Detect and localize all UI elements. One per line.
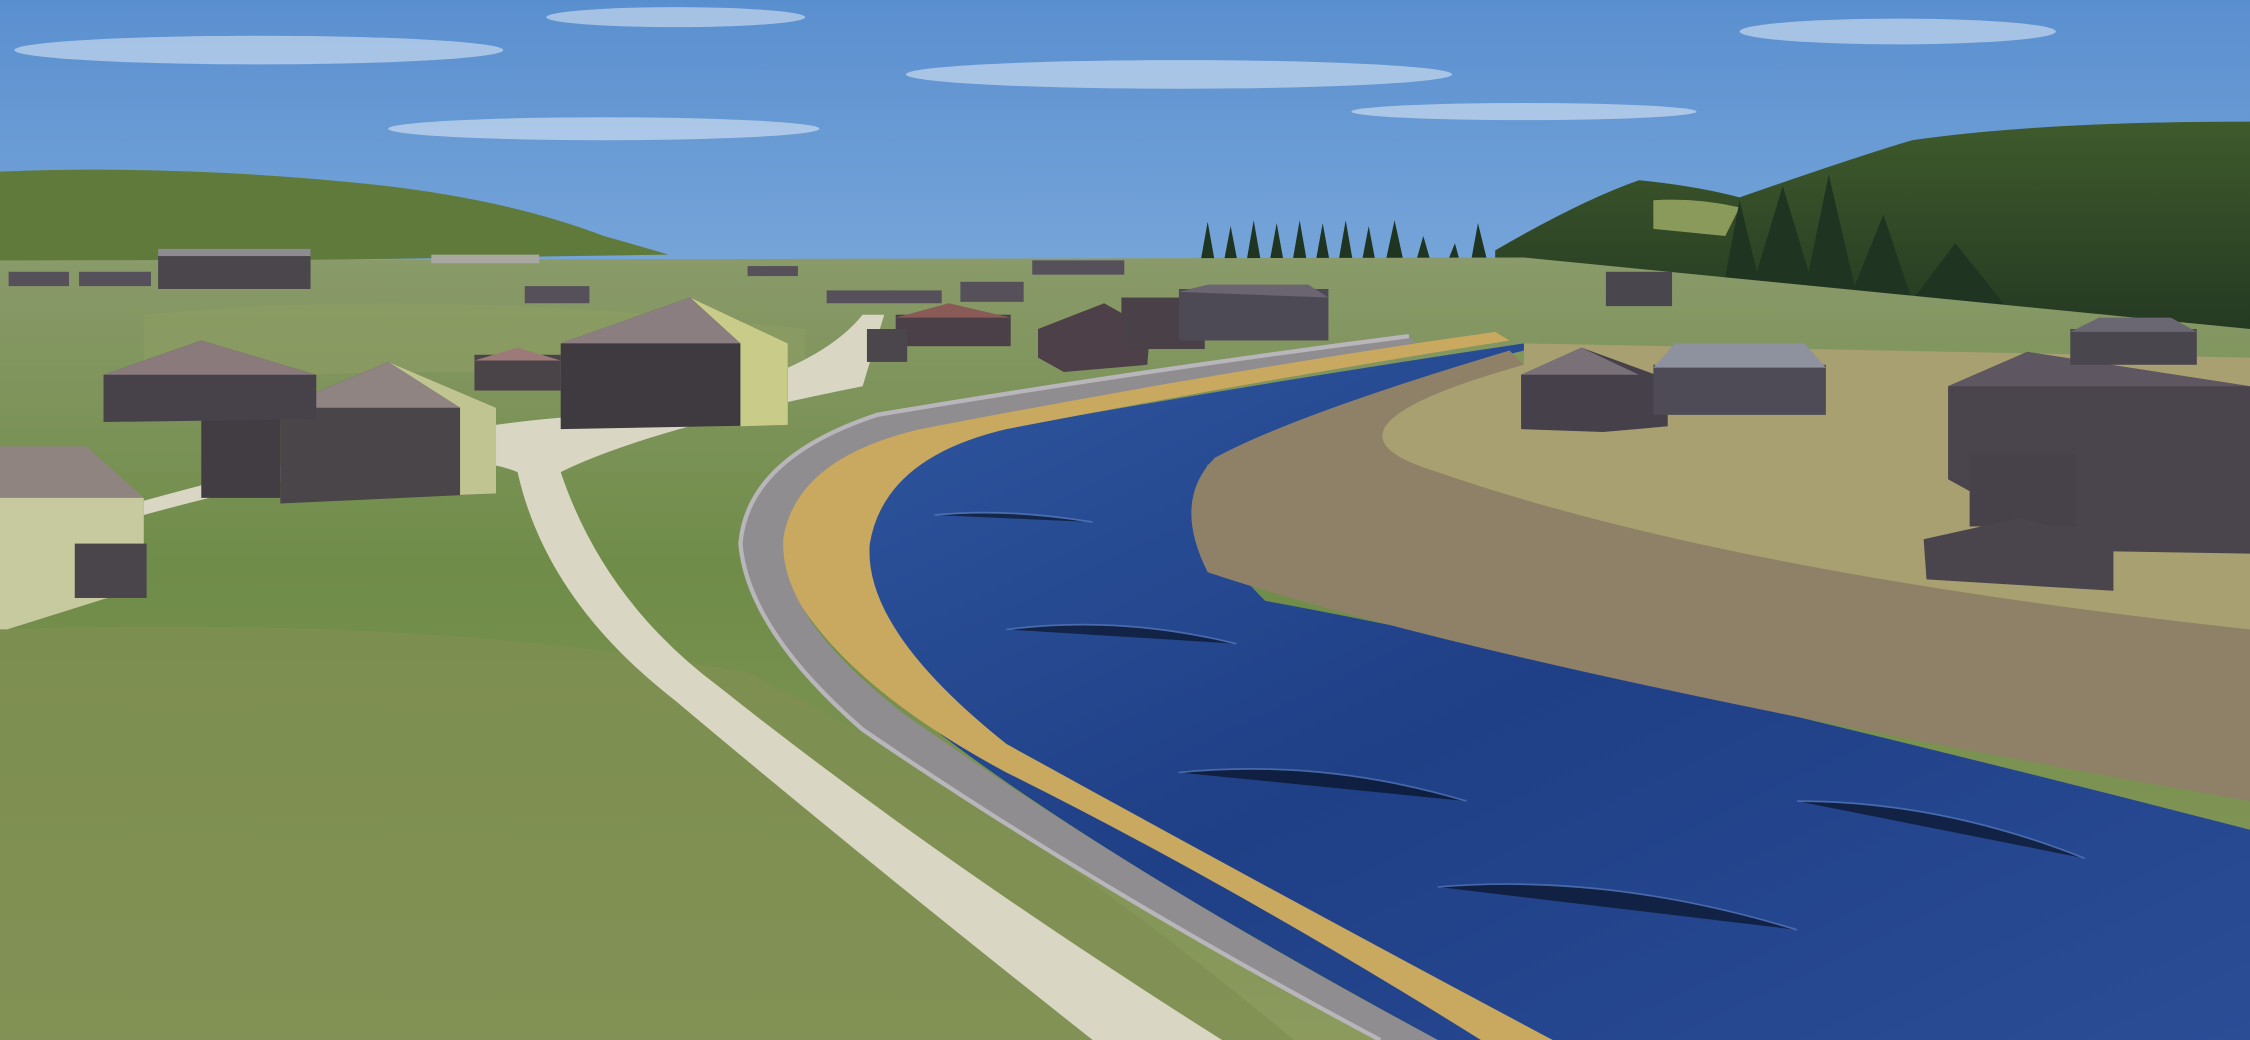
ripple xyxy=(1006,623,1237,645)
wall-face xyxy=(158,248,311,257)
left-hill xyxy=(0,169,669,265)
building xyxy=(1521,347,1668,433)
cloud xyxy=(1351,102,1697,121)
cloud xyxy=(1739,18,2056,45)
building xyxy=(1653,343,1826,415)
building xyxy=(280,361,497,504)
surface xyxy=(103,340,317,375)
wall-face xyxy=(74,543,147,598)
road xyxy=(143,314,1223,1040)
surface xyxy=(1653,343,1826,368)
ripple xyxy=(1797,800,2085,860)
cloud xyxy=(905,60,1453,89)
building xyxy=(826,290,942,304)
cloud xyxy=(546,7,806,28)
building xyxy=(158,248,311,289)
surface xyxy=(690,297,788,427)
wall-face xyxy=(1969,454,2077,527)
building xyxy=(524,286,590,304)
building xyxy=(8,271,70,287)
ripple xyxy=(934,511,1093,523)
surface xyxy=(2070,317,2197,332)
wall-face xyxy=(1178,288,1329,341)
wall-face xyxy=(895,314,1011,347)
water-ripples xyxy=(934,511,2085,931)
surface xyxy=(560,297,741,344)
surface xyxy=(474,347,561,361)
building xyxy=(103,340,317,423)
wall-face xyxy=(474,354,561,391)
building xyxy=(431,254,540,264)
building xyxy=(1038,284,1329,372)
surface xyxy=(1521,347,1639,375)
building xyxy=(79,271,151,287)
surface xyxy=(1178,284,1329,298)
ripple xyxy=(1437,883,1798,931)
surface xyxy=(895,303,1011,318)
wall-face xyxy=(866,329,908,362)
trees xyxy=(1718,174,2013,315)
building xyxy=(560,297,788,430)
buildings xyxy=(0,248,2250,630)
building xyxy=(1605,271,2197,365)
distant-buildings xyxy=(8,254,1125,304)
surface xyxy=(1948,351,2250,387)
building xyxy=(474,347,561,391)
surface xyxy=(280,361,461,408)
building xyxy=(747,266,798,277)
building xyxy=(895,303,1011,347)
surface xyxy=(0,446,144,498)
building xyxy=(960,281,1024,302)
building xyxy=(1923,351,2250,591)
building xyxy=(0,446,147,630)
ripple xyxy=(1178,768,1467,802)
sand-bank xyxy=(776,331,1553,1040)
river xyxy=(800,343,2250,1040)
building xyxy=(1032,260,1125,275)
surface xyxy=(1923,517,2114,591)
wall-face xyxy=(158,253,311,289)
far-bank xyxy=(1191,350,2250,802)
clouds xyxy=(14,7,2056,141)
wall-face xyxy=(1653,364,1826,415)
cloud xyxy=(14,35,504,65)
hill-clearing xyxy=(1653,199,1740,237)
surface xyxy=(388,361,497,495)
wall-face xyxy=(1605,271,1673,307)
wall-face xyxy=(2070,329,2197,365)
cloud xyxy=(388,117,820,141)
wall-top xyxy=(738,334,1410,1040)
building xyxy=(866,329,908,362)
